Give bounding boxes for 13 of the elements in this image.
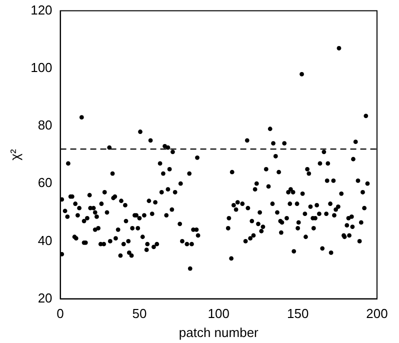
x-axis-title: patch number — [178, 324, 260, 340]
x-tick-label: 0 — [56, 306, 64, 322]
y-tick-label: 120 — [30, 2, 52, 18]
y-tick-label: 80 — [38, 118, 52, 133]
y-tick-label: 40 — [38, 232, 52, 248]
y-tick-label: 100 — [30, 60, 52, 75]
y-tick-label: 60 — [38, 175, 52, 190]
x-tick-label: 50 — [132, 306, 147, 322]
x-tick-label: 100 — [208, 306, 230, 322]
y-axis-title: χ² — [7, 148, 22, 160]
x-tick-label: 200 — [366, 306, 388, 322]
x-tick-label: 150 — [286, 306, 309, 322]
y-tick-label: 20 — [38, 290, 52, 306]
